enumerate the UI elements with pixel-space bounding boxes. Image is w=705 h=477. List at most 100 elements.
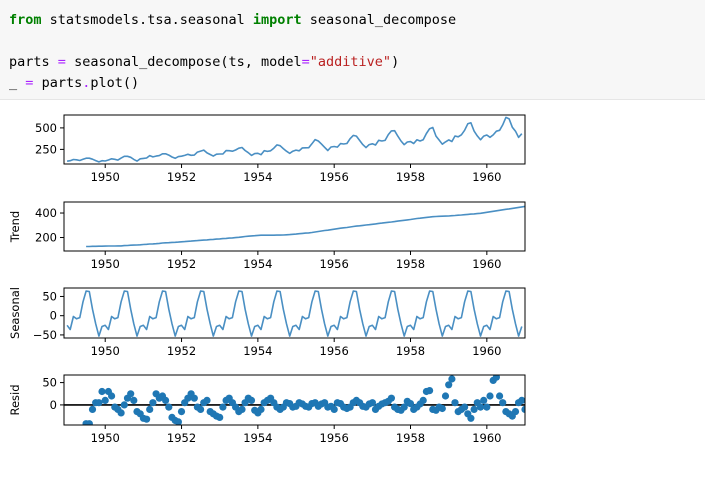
resid-point [486,392,494,400]
resid-point [419,396,427,404]
resid-point [85,420,93,425]
y-axis-label: Trend [8,211,22,243]
subplot-4: 0 50 1950 1952 1954 1956 1958 1960 Resid [8,374,544,445]
x-tick-label: 1958 [396,170,425,184]
resid-point [534,415,541,422]
y-axis-label: Resid [8,384,22,415]
x-tick-label: 1960 [472,431,501,445]
x-tick-label: 1954 [243,257,272,271]
resid-point [143,415,151,423]
string-arg: "additive" [309,54,392,70]
resid-point [528,406,535,413]
resid-point [445,381,453,389]
x-tick-label: 1950 [91,257,120,271]
resid-point [448,375,456,383]
resid-point [165,403,173,411]
plot-output: 250 500 1950 1952 1954 1956 1958 1960 200 400 1950… [0,100,705,473]
resid-point [483,403,491,411]
resid-point [537,420,544,427]
resid-point [441,392,450,400]
resid-point [521,405,525,413]
y-tick-label: 50 [42,376,57,390]
x-tick-label: 1958 [396,431,425,445]
resid-point [492,375,500,381]
code-block[interactable]: from statsmodels.tsa.seasonal import sea… [9,10,456,94]
keyword-import: import [252,12,302,28]
var-underscore: _ [9,75,18,91]
y-tick-label: 0 [50,309,57,323]
plot-area-3 [66,290,523,337]
keyword-from: from [9,12,42,28]
subplot-2: 200 400 1950 1952 1954 1956 1958 1960 Trend [8,201,526,271]
call-open: seasonal_decompose(ts, model [74,54,302,70]
subplot-3: −50 0 50 1950 1952 1954 1956 1958 1960 Seasonal [8,287,526,358]
resid-point [470,405,478,413]
resid-point [130,396,138,404]
plot-area-4 [64,375,544,427]
y-tick-label: −50 [33,328,57,342]
assign-operator: = [57,54,66,70]
method-call: plot() [90,75,140,91]
resid-point [247,396,256,404]
axes-frame [63,374,526,426]
var-parts: parts [9,54,50,70]
resid-point [499,399,507,407]
resid-point [496,392,504,400]
call-close: ) [391,54,400,70]
x-tick-label: 1952 [167,431,196,445]
resid-point [149,399,157,407]
resid-point [197,405,205,413]
assign-operator-2: = [25,75,34,91]
resid-point [219,403,227,411]
resid-point [190,394,198,402]
x-tick-label: 1958 [396,344,425,358]
x-tick-label: 1952 [167,170,196,184]
resid-point [238,405,246,413]
resid-point [88,405,97,413]
code-cell[interactable]: from statsmodels.tsa.seasonal import sea… [0,0,705,100]
resid-point [330,405,338,413]
y-tick-label: 0 [50,398,57,412]
resid-point [438,404,446,413]
resid-point [177,408,186,416]
resid-point [467,414,475,422]
y-tick-label: 400 [35,206,57,220]
x-tick-label: 1960 [472,170,501,184]
resid-point [257,405,265,413]
resid-point [117,409,125,417]
x-tick-label: 1954 [243,431,272,445]
x-tick-label: 1954 [243,170,272,184]
resid-point [406,400,415,408]
resid-point [127,390,135,398]
x-tick-label: 1952 [167,344,196,358]
x-tick-label: 1960 [472,257,501,271]
x-tick-label: 1956 [320,431,349,445]
x-tick-label: 1956 [320,344,349,358]
x-tick-label: 1950 [91,431,120,445]
axes-frame [63,287,526,339]
series-line [66,116,523,163]
x-tick-label: 1960 [472,344,501,358]
x-tick-label: 1954 [243,344,272,358]
series-line [86,205,525,248]
x-tick-label: 1950 [91,344,120,358]
resid-point [480,396,488,404]
resid-point [95,399,103,407]
x-tick-label: 1956 [320,257,349,271]
y-tick-label: 200 [35,231,57,245]
resid-point [387,394,395,402]
resid-point [368,399,376,407]
plot-area-1 [66,116,523,163]
imported-name: seasonal_decompose [309,12,457,28]
kwarg-operator: = [301,54,310,70]
resid-point [511,408,520,416]
axes-frame [63,201,526,252]
resid-point [98,387,106,396]
y-tick-label: 500 [35,121,57,135]
resid-point [476,403,485,411]
module-name: statsmodels.tsa.seasonal [49,12,245,28]
resid-point [451,399,459,407]
y-tick-label: 50 [42,289,57,303]
subplot-1: 250 500 1950 1952 1954 1956 1958 1960 [35,114,526,184]
